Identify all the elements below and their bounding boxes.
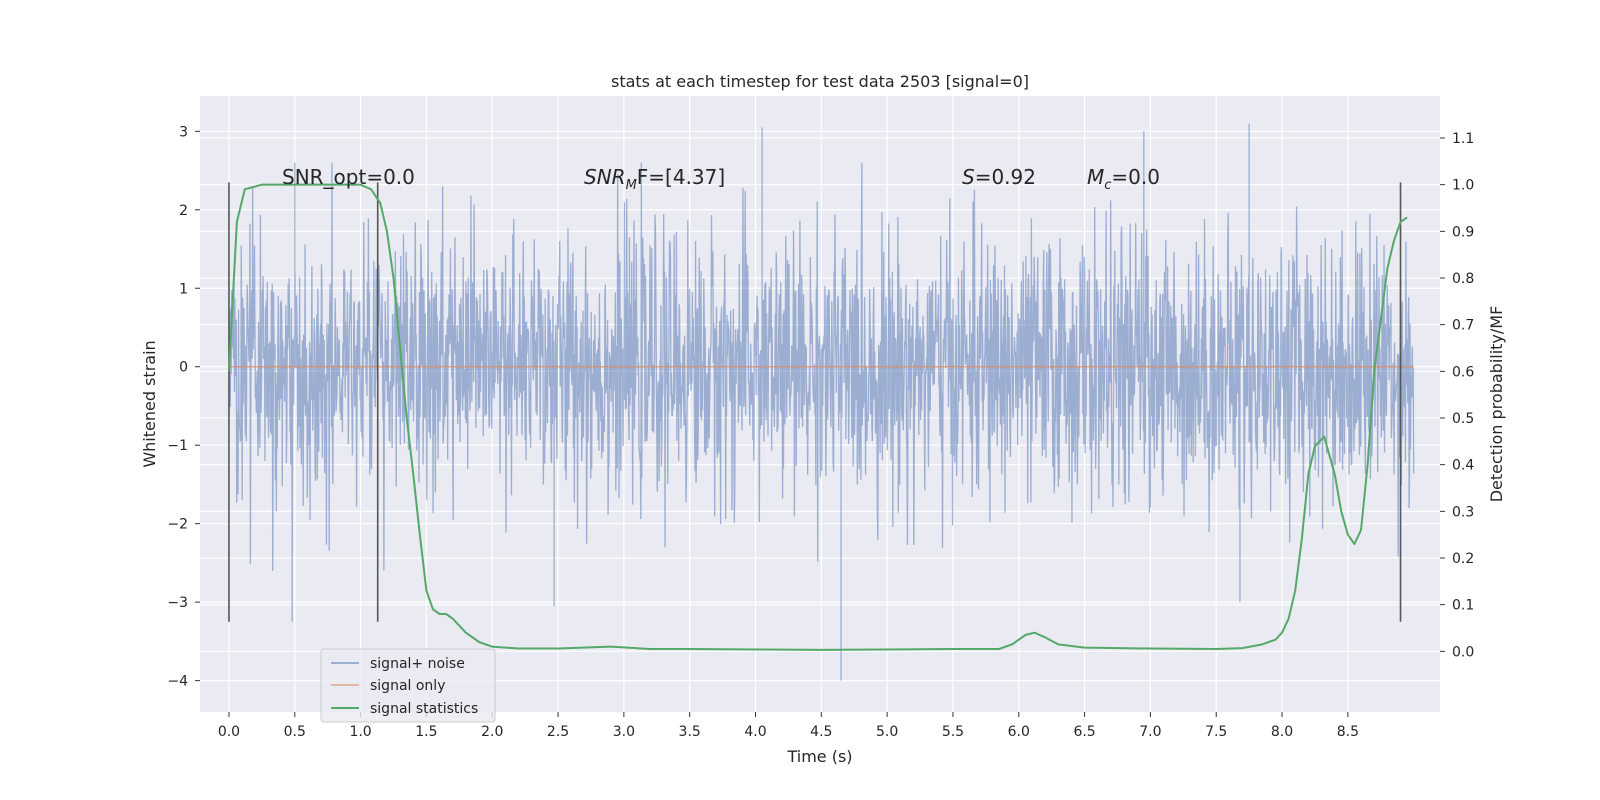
y2-axis-ticks: 1.1 1.0 0.9 0.8 0.7 0.6 0.5 0.4 0.3 0.2 0.1 0.0 [1440, 131, 1474, 660]
legend-label-signal-only: signal only [370, 678, 445, 694]
x-axis-label: Time (s) [786, 747, 852, 766]
x-tick-label: 1.0 [349, 724, 371, 740]
annotation-snr-mf: SNRMF=[4.37] [584, 165, 725, 193]
y-tick-label: −2 [167, 517, 188, 533]
y2-tick-label: 0.5 [1452, 411, 1474, 427]
x-tick-label: 0.0 [218, 724, 240, 740]
y2-tick-label: 0.9 [1452, 224, 1474, 240]
y2-tick-label: 0.8 [1452, 271, 1474, 287]
x-tick-label: 8.5 [1337, 724, 1359, 740]
x-tick-label: 8.0 [1271, 724, 1293, 740]
y2-tick-label: 1.1 [1452, 131, 1474, 147]
x-tick-label: 6.0 [1008, 724, 1030, 740]
x-tick-label: 0.5 [284, 724, 306, 740]
legend-box [320, 648, 496, 723]
y2-tick-label: 1.0 [1452, 178, 1474, 194]
x-tick-label: 6.5 [1073, 724, 1095, 740]
x-axis-ticks: 0.0 0.5 1.0 1.5 2.0 2.5 3.0 3.5 4.0 4.5 5.0 5.5 6.0 6… [218, 712, 1359, 740]
y2-tick-label: 0.4 [1452, 458, 1474, 474]
x-tick-label: 2.5 [547, 724, 569, 740]
legend-label-signal-statistics: signal statistics [370, 701, 478, 717]
x-tick-label: 3.5 [679, 724, 701, 740]
vertical-markers [228, 182, 1402, 622]
annotation-s: S=0.92 [962, 165, 1036, 189]
y2-tick-label: 0.6 [1452, 364, 1474, 380]
y-tick-label: −3 [167, 595, 188, 611]
x-tick-label: 5.5 [942, 724, 964, 740]
y-axis-label: Whitened strain [140, 340, 159, 467]
y2-tick-label: 0.0 [1452, 644, 1474, 660]
signal-statistics-line [227, 183, 1408, 651]
y-axis-ticks: 3 2 1 0 −1 −2 −3 −4 [167, 124, 200, 690]
x-tick-label: 4.5 [810, 724, 832, 740]
y2-tick-label: 0.3 [1452, 504, 1474, 520]
y2-tick-label: 0.1 [1452, 598, 1474, 614]
annotation-snr-opt: SNR_opt=0.0 [282, 165, 415, 189]
chart-title: stats at each timestep for test data 250… [611, 72, 1029, 91]
y-tick-label: 2 [179, 203, 188, 219]
x-tick-label: 7.5 [1205, 724, 1227, 740]
y2-tick-label: 0.7 [1452, 318, 1474, 334]
annotation-mc: Mc=0.0 [1087, 165, 1160, 193]
legend-label-signal-noise: signal+ noise [370, 656, 465, 672]
y-tick-label: 3 [179, 124, 188, 140]
y-tick-label: 1 [179, 281, 188, 297]
x-tick-label: 5.0 [876, 724, 898, 740]
y-tick-label: −4 [167, 674, 188, 690]
x-tick-label: 2.0 [481, 724, 503, 740]
x-tick-label: 3.0 [613, 724, 635, 740]
legend: signal+ noise signal only signal statist… [320, 648, 496, 723]
y2-axis-label: Detection probability/MF [1487, 306, 1506, 503]
signal-noise-line [228, 123, 1415, 681]
y-tick-label: −1 [167, 438, 188, 454]
y-tick-label: 0 [179, 360, 188, 376]
y2-tick-label: 0.2 [1452, 551, 1474, 567]
x-tick-label: 7.0 [1139, 724, 1161, 740]
x-tick-label: 1.5 [415, 724, 437, 740]
signal-statistics-series [227, 183, 1408, 651]
x-tick-label: 4.0 [744, 724, 766, 740]
signal-noise-series [228, 123, 1415, 681]
